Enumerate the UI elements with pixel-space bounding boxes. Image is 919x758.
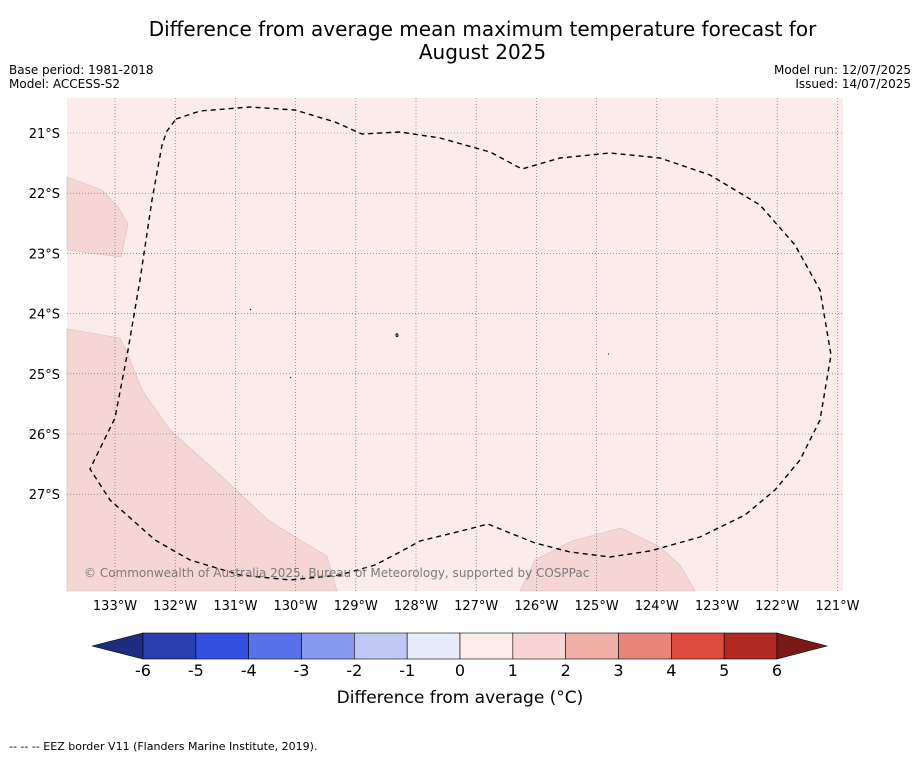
title-line-1: Difference from average mean maximum tem… <box>148 17 817 41</box>
eez-border <box>89 106 832 581</box>
colorbar-tick-label: -1 <box>399 661 415 680</box>
colorbar-segment <box>459 632 514 660</box>
title-line-2: August 2025 <box>418 40 547 64</box>
lon-label: 122°W <box>755 599 799 614</box>
lon-label: 132°W <box>153 599 197 614</box>
colorbar-tick-label: -6 <box>135 661 151 680</box>
colorbar-tick-label: 2 <box>561 661 571 680</box>
colorbar-segment <box>512 632 566 660</box>
colorbar-segment <box>301 632 355 660</box>
colorbar: -6 -5 -4 -3 -2 -1 0 1 2 3 4 5 6 <box>91 632 829 680</box>
colorbar-tick-label: 0 <box>455 661 465 680</box>
map-title: Difference from average mean maximum tem… <box>0 18 919 64</box>
latitude-labels: 21°S 22°S 23°S 24°S 25°S 26°S 27°S <box>29 127 60 503</box>
lon-label: 128°W <box>394 599 438 614</box>
colorbar-segment <box>565 632 619 660</box>
copyright-text: © Commonwealth of Australia 2025, Bureau… <box>84 566 589 580</box>
lat-label: 26°S <box>29 428 60 443</box>
lat-label: 25°S <box>29 368 60 383</box>
map-canvas: © Commonwealth of Australia 2025, Bureau… <box>29 98 860 680</box>
lat-label: 23°S <box>29 247 60 262</box>
colorbar-tick-label: 5 <box>719 661 729 680</box>
colorbar-tick-label: -2 <box>346 661 362 680</box>
model-run: Model run: 12/07/2025 <box>773 63 911 77</box>
eez-legend-note: -- -- -- EEZ border V11 (Flanders Marine… <box>9 740 318 753</box>
graticule <box>67 98 843 591</box>
colorbar-tick-label: -5 <box>188 661 204 680</box>
anomaly-regions <box>66 176 696 592</box>
colorbar-tick-label: -3 <box>294 661 310 680</box>
island-marks <box>249 308 609 379</box>
lon-label: 126°W <box>514 599 558 614</box>
colorbar-segment <box>195 632 249 660</box>
colorbar-segment <box>248 632 302 660</box>
colorbar-segment <box>671 632 725 660</box>
lat-label: 24°S <box>29 308 60 323</box>
colorbar-segment <box>406 632 461 660</box>
colorbar-segment <box>354 632 408 660</box>
colorbar-under-arrow <box>91 632 144 660</box>
colorbar-segment <box>723 632 778 660</box>
colorbar-tick-label: 6 <box>772 661 782 680</box>
meta-left: Base period: 1981-2018 Model: ACCESS-S2 <box>9 63 154 91</box>
lon-label: 131°W <box>213 599 257 614</box>
meta-right: Model run: 12/07/2025 Issued: 14/07/2025 <box>774 63 911 91</box>
lon-label: 121°W <box>815 599 859 614</box>
anomaly-region-west-lower <box>66 328 338 592</box>
colorbar-over-arrow <box>776 632 829 660</box>
lat-label: 27°S <box>29 488 60 503</box>
anomaly-region-west-upper <box>66 176 129 258</box>
lon-label: 125°W <box>575 599 619 614</box>
issued-date: Issued: 14/07/2025 <box>795 77 911 91</box>
lat-label: 21°S <box>29 127 60 142</box>
colorbar-tick-label: -4 <box>241 661 257 680</box>
model-name: Model: ACCESS-S2 <box>9 77 121 91</box>
anomaly-region-south <box>519 527 696 592</box>
island-mark <box>249 308 252 311</box>
lon-label: 123°W <box>695 599 739 614</box>
island-mark <box>395 333 399 338</box>
colorbar-tick-label: 3 <box>613 661 623 680</box>
colorbar-tick-label: 1 <box>508 661 518 680</box>
colorbar-tick-label: 4 <box>666 661 676 680</box>
lon-label: 129°W <box>334 599 378 614</box>
colorbar-segment <box>618 632 672 660</box>
base-period: Base period: 1981-2018 <box>9 63 154 77</box>
lon-label: 133°W <box>93 599 137 614</box>
lon-label: 127°W <box>454 599 498 614</box>
lon-label: 130°W <box>274 599 318 614</box>
island-mark <box>289 376 292 379</box>
colorbar-title: Difference from average (°C) <box>336 688 584 708</box>
lon-label: 124°W <box>635 599 679 614</box>
colorbar-segment <box>142 632 197 660</box>
lat-label: 22°S <box>29 187 60 202</box>
longitude-labels: 133°W 132°W 131°W 130°W 129°W 128°W 127°W 126°W… <box>93 599 860 614</box>
